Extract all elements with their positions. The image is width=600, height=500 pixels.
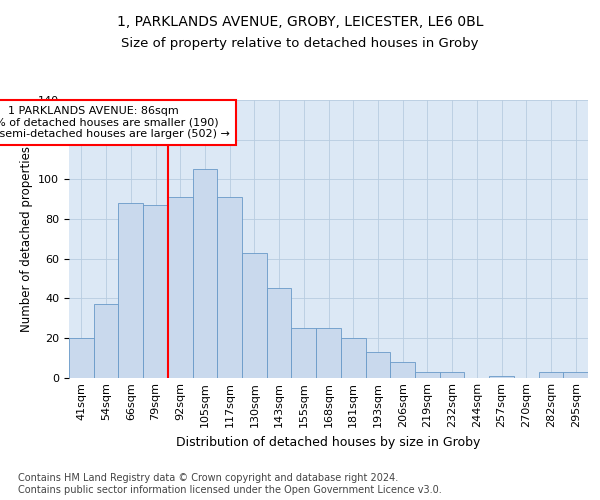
Bar — [118, 203, 143, 378]
Bar — [267, 288, 292, 378]
Bar — [143, 205, 168, 378]
Bar — [69, 338, 94, 378]
Bar — [365, 352, 390, 378]
Bar — [563, 372, 588, 378]
Text: 1, PARKLANDS AVENUE, GROBY, LEICESTER, LE6 0BL: 1, PARKLANDS AVENUE, GROBY, LEICESTER, L… — [117, 15, 483, 29]
Text: 1 PARKLANDS AVENUE: 86sqm
← 27% of detached houses are smaller (190)
73% of semi: 1 PARKLANDS AVENUE: 86sqm ← 27% of detac… — [0, 106, 230, 139]
X-axis label: Distribution of detached houses by size in Groby: Distribution of detached houses by size … — [176, 436, 481, 449]
Bar — [242, 252, 267, 378]
Bar — [440, 372, 464, 378]
Y-axis label: Number of detached properties: Number of detached properties — [20, 146, 32, 332]
Bar — [316, 328, 341, 378]
Bar — [539, 372, 563, 378]
Bar — [341, 338, 365, 378]
Bar — [390, 362, 415, 378]
Bar — [292, 328, 316, 378]
Bar — [489, 376, 514, 378]
Text: Size of property relative to detached houses in Groby: Size of property relative to detached ho… — [121, 38, 479, 51]
Bar — [193, 170, 217, 378]
Bar — [94, 304, 118, 378]
Bar — [217, 197, 242, 378]
Text: Contains HM Land Registry data © Crown copyright and database right 2024.
Contai: Contains HM Land Registry data © Crown c… — [18, 474, 442, 495]
Bar — [168, 197, 193, 378]
Bar — [415, 372, 440, 378]
